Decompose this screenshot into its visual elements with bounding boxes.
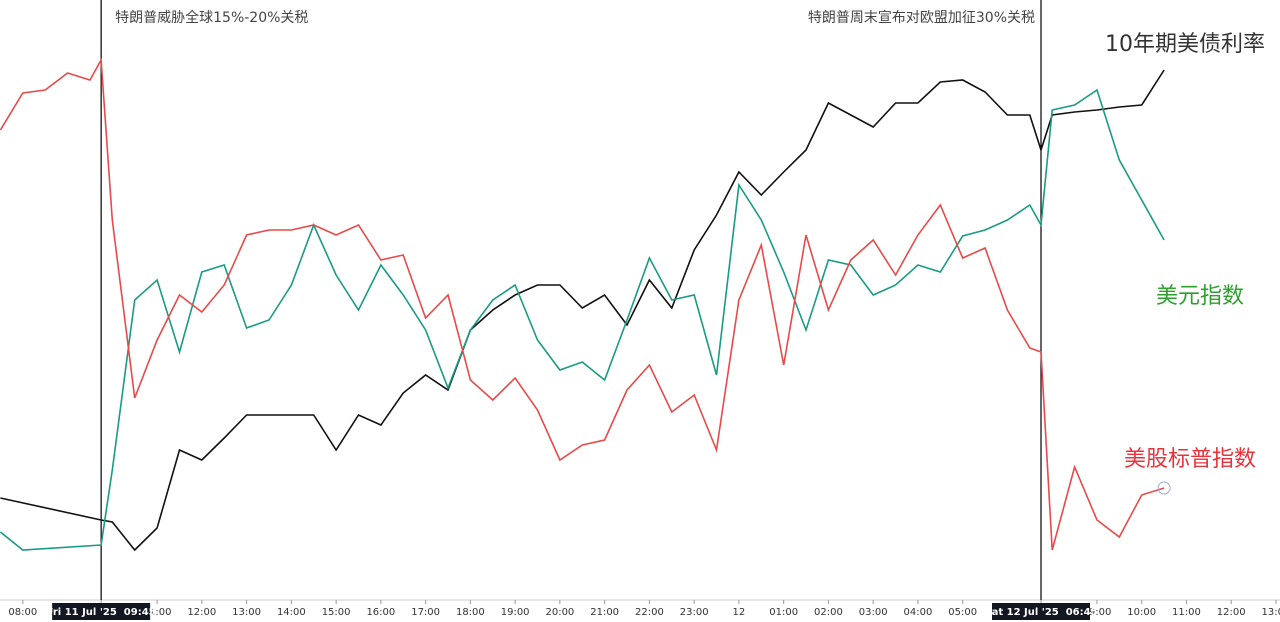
x-tick-label: 04:00 — [904, 607, 933, 618]
x-tick-label: 11:00 — [143, 607, 172, 618]
event-label: 特朗普周末宣布对欧盟加征30%关税 — [808, 10, 1035, 26]
x-tick-label: 12:00 — [187, 607, 216, 618]
x-tick-label: 18:00 — [456, 607, 485, 618]
x-tick-label: 12 — [733, 607, 746, 618]
x-tick-label: 16:00 — [366, 607, 395, 618]
x-tick-label: 22:00 — [635, 607, 664, 618]
x-tick-label: 10:00 — [1127, 607, 1156, 618]
x-tick-label: 13:00 — [1262, 607, 1280, 618]
x-tick-label: 03:00 — [859, 607, 888, 618]
x-tick-label: 05:00 — [948, 607, 977, 618]
series-line — [0, 69, 1165, 552]
x-tick-label: 01:00 — [769, 607, 798, 618]
x-tick-label: 08:00 — [8, 607, 37, 618]
x-tick-highlight: Sat 12 Jul '25 06:45 — [984, 603, 1098, 620]
series-line — [0, 57, 1165, 551]
x-tick-label: 14:00 — [277, 607, 306, 618]
x-tick-label: 21:00 — [590, 607, 619, 618]
series-label: 10年期美债利率 — [1105, 32, 1265, 57]
series-label: 美元指数 — [1156, 284, 1244, 309]
x-tick-label: 15:00 — [322, 607, 351, 618]
x-tick-box — [52, 603, 151, 620]
x-tick-box — [992, 603, 1091, 620]
series-label: 美股标普指数 — [1124, 447, 1256, 472]
x-tick-label: 09:00 — [1083, 607, 1112, 618]
x-tick-label: 23:00 — [680, 607, 709, 618]
series-line — [0, 88, 1165, 551]
event-label: 特朗普威胁全球15%-20%关税 — [115, 9, 308, 26]
x-tick-label: 13:00 — [232, 607, 261, 618]
x-tick-label: 12:00 — [1217, 607, 1246, 618]
x-tick-label: 11:00 — [1172, 607, 1201, 618]
x-tick-label: 19:00 — [501, 607, 530, 618]
x-tick-label: 17:00 — [411, 607, 440, 618]
last-point-ring — [1157, 481, 1171, 495]
x-tick-highlight: Fri 11 Jul '25 09:45 — [47, 603, 156, 620]
x-tick-label: Fri 11 Jul '25 09:45 — [47, 607, 156, 618]
x-tick-label: 02:00 — [814, 607, 843, 618]
x-tick-label: 20:00 — [545, 607, 574, 618]
x-tick-label: Sat 12 Jul '25 06:45 — [984, 607, 1097, 618]
